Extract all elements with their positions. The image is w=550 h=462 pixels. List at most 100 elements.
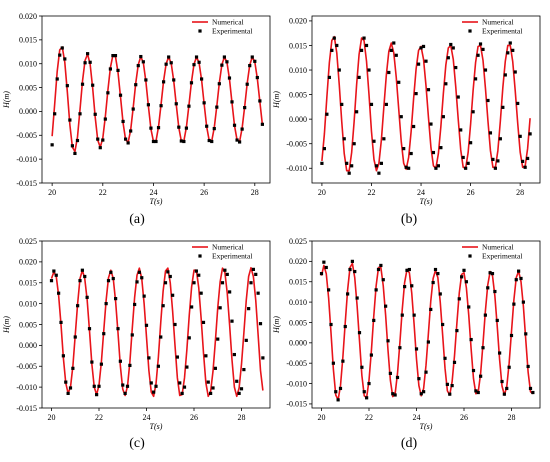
data-point-experimental (397, 80, 401, 84)
plot-area-b (320, 35, 532, 175)
data-point-experimental (75, 138, 80, 143)
data-point-experimental (194, 269, 198, 273)
data-point-experimental (144, 78, 148, 82)
data-point-experimental (398, 346, 402, 350)
data-point-experimental (524, 332, 528, 336)
data-point-experimental (239, 387, 244, 391)
data-point-experimental (441, 322, 445, 327)
panel-c: 20 22 24 26 28 -0.015 -0.010 -0.005 0.000 0.005 0.… (2, 237, 271, 431)
data-point-experimental (247, 307, 251, 311)
data-point-experimental (350, 259, 354, 263)
data-point-experimental (161, 304, 165, 308)
data-point-experimental (178, 381, 182, 385)
data-point-experimental (156, 126, 161, 130)
data-point-experimental (389, 48, 393, 52)
data-point-experimental (116, 68, 120, 72)
data-point-experimental (341, 359, 345, 363)
legend-swatch-experimental (468, 29, 472, 33)
data-point-experimental (399, 115, 403, 119)
data-point-experimental (513, 70, 517, 74)
data-point-experimental (73, 151, 77, 156)
data-point-experimental (164, 62, 168, 66)
y-tick-label: -0.010 (16, 155, 37, 164)
data-point-experimental (126, 141, 130, 145)
data-point-experimental (167, 55, 171, 59)
data-point-experimental (355, 110, 359, 114)
data-point-experimental (417, 377, 421, 381)
data-point-experimental (205, 124, 209, 128)
data-point-experimental (374, 164, 379, 168)
data-point-experimental (443, 356, 447, 360)
data-point-experimental (172, 78, 176, 82)
y-tick-label: 0.020 (289, 17, 307, 26)
x-tick-label: 22 (99, 188, 107, 197)
data-point-experimental (478, 42, 483, 46)
legend-label-numerical: Numerical (212, 18, 244, 27)
data-point-experimental (493, 166, 497, 170)
data-point-experimental (66, 391, 70, 395)
plot-area-c (49, 266, 265, 398)
data-point-experimental (73, 335, 77, 339)
data-point-experimental (91, 83, 95, 87)
data-point-experimental (137, 270, 141, 274)
panel-label-a: (a) (129, 212, 145, 227)
data-point-experimental (225, 272, 229, 276)
data-point-experimental (212, 127, 216, 131)
y-tick-label: -0.015 (16, 179, 37, 188)
data-point-experimental (319, 271, 324, 276)
data-point-experimental (169, 61, 173, 65)
data-point-experimental (87, 327, 92, 331)
data-point-experimental (228, 290, 232, 294)
data-point-experimental (258, 99, 262, 103)
data-point-experimental (245, 82, 249, 86)
data-point-experimental (147, 356, 151, 360)
data-point-experimental (223, 268, 227, 272)
data-point-experimental (521, 300, 525, 304)
x-tick-label: 22 (95, 413, 103, 422)
data-point-experimental (332, 36, 336, 40)
data-point-experimental (190, 305, 194, 309)
data-point-experimental (419, 392, 423, 396)
data-point-experimental (227, 76, 232, 80)
legend-label-numerical: Numerical (482, 243, 514, 252)
data-point-experimental (180, 391, 184, 395)
data-point-experimental (367, 381, 371, 386)
y-tick-label: 0.015 (289, 278, 307, 287)
data-point-experimental (209, 391, 213, 395)
data-point-experimental (129, 129, 133, 133)
data-point-experimental (134, 83, 138, 87)
data-point-experimental (454, 65, 458, 70)
data-point-experimental (68, 118, 72, 122)
y-tick-label: -0.005 (16, 131, 37, 140)
data-point-experimental (481, 346, 485, 350)
data-point-experimental (230, 319, 234, 323)
data-point-experimental (220, 63, 224, 67)
x-axis-label: T(s) (150, 422, 163, 431)
data-point-experimental (95, 393, 99, 397)
legend-label-experimental: Experimental (212, 252, 252, 261)
data-point-experimental (249, 281, 253, 285)
data-point-experimental (436, 164, 440, 168)
data-point-experimental (473, 77, 478, 81)
data-point-experimental (171, 293, 175, 297)
data-point-experimental (177, 125, 181, 129)
data-point-experimental (469, 141, 473, 145)
data-point-experimental (372, 318, 376, 323)
data-point-experimental (106, 279, 111, 283)
data-point-experimental (381, 278, 385, 282)
data-point-experimental (68, 386, 73, 390)
data-point-experimental (331, 361, 335, 365)
data-point-experimental (393, 393, 397, 397)
data-point-experimental (444, 82, 448, 86)
y-tick-label: 0.005 (19, 320, 37, 329)
data-point-experimental (113, 54, 118, 58)
data-point-experimental (394, 53, 398, 57)
data-point-experimental (324, 265, 328, 270)
x-tick-label: 28 (516, 188, 524, 197)
data-point-experimental (123, 391, 127, 395)
data-point-experimental (355, 296, 359, 300)
data-point-experimental (210, 139, 214, 144)
data-point-experimental (104, 302, 108, 306)
data-point-experimental (327, 288, 331, 292)
data-point-experimental (254, 272, 258, 276)
